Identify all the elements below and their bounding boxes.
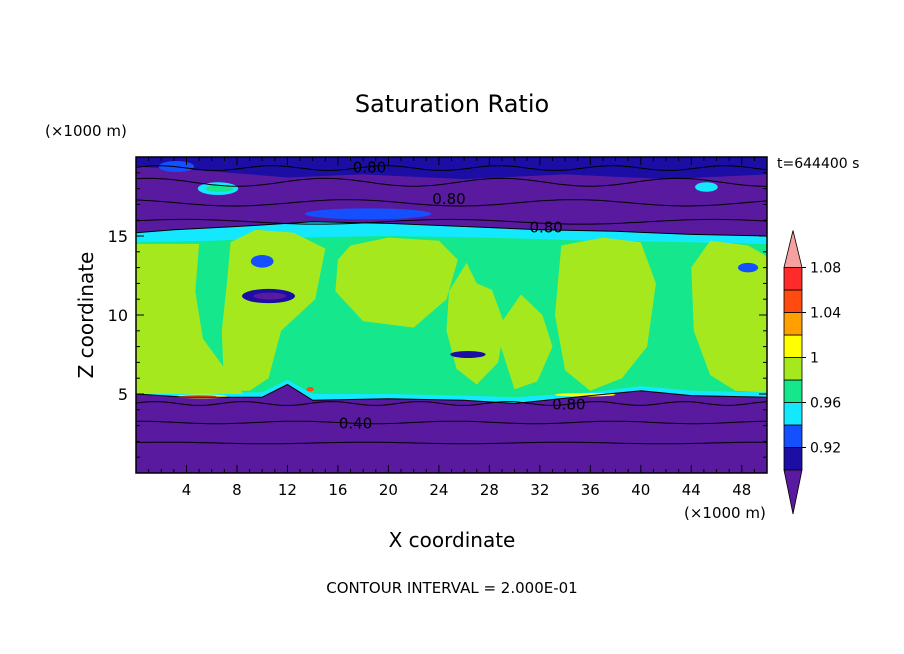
x-tick-label: 8: [232, 481, 242, 499]
contour-upper-1: [135, 165, 768, 171]
contour-label: 0.40: [339, 414, 372, 432]
dry-pocket-4: [450, 351, 486, 358]
dry-pocket-2: [250, 254, 274, 268]
colorbar-min-arrow: [783, 469, 803, 515]
colorbar-label: 0.96: [810, 396, 841, 412]
plume-7: [691, 240, 767, 393]
colorbar-box: [783, 267, 803, 291]
contour-upper-2: [135, 177, 767, 187]
colorbar-box: [783, 424, 803, 448]
y-axis-label: Z coordinate: [74, 252, 98, 379]
y-tick-label: 15: [108, 227, 128, 246]
contour-label: 0.80: [529, 219, 562, 237]
contour-lines: [135, 165, 768, 445]
surface-streak-3: [306, 387, 314, 392]
x-axis: 4 8 12 16 20 24 28 32 36 40 44 48: [148, 157, 755, 499]
x-tick-label: 16: [328, 481, 347, 499]
x-tick-label: 4: [182, 481, 192, 499]
plume-2: [221, 229, 326, 391]
time-label: t=644400 s: [777, 156, 859, 172]
contour-label: 0.80: [552, 395, 585, 413]
colorbar-label: 1.04: [810, 306, 841, 322]
x-axis-label: X coordinate: [389, 528, 516, 552]
colorbar-box: [783, 402, 803, 426]
colorbar-label: 1.08: [810, 261, 841, 277]
contour-lower-3: [135, 441, 767, 445]
colorbar-label: 0.92: [810, 441, 841, 457]
contour-labels: 0.80 0.80 0.80 0.80 0.40: [339, 158, 586, 432]
colorbar-box: [783, 334, 803, 358]
colorbar-box: [783, 447, 803, 471]
colorbar-label: 1: [810, 351, 819, 367]
plume-5: [495, 294, 553, 390]
x-tick-label: 44: [682, 481, 701, 499]
contour-label: 0.80: [353, 158, 386, 176]
contour-band-top: [135, 221, 768, 237]
surface-streak-2: [554, 393, 616, 397]
contour-label: 0.80: [432, 190, 465, 208]
y-tick-label: 5: [118, 385, 128, 404]
upper-blob-2: [695, 182, 718, 192]
colorbar-box: [783, 289, 803, 313]
y-unit-label: (×1000 m): [45, 122, 127, 140]
colorbar: 0.92 0.96 1 1.04 1.08: [783, 230, 841, 515]
colorbar-box: [783, 357, 803, 381]
contour-lower-2: [136, 420, 768, 425]
colorbar-box: [783, 379, 803, 403]
x-tick-label: 48: [732, 481, 751, 499]
top-dark-band: [136, 157, 767, 180]
plume-1: [136, 243, 244, 394]
dry-pocket-1-core: [253, 292, 287, 300]
y-axis: 5 10 15: [108, 172, 767, 458]
x-tick-label: 20: [379, 481, 398, 499]
upper-streak-2: [305, 208, 432, 220]
plume-3: [335, 237, 458, 328]
x-tick-label: 24: [429, 481, 448, 499]
dry-pocket-3: [737, 262, 759, 273]
x-tick-label: 32: [530, 481, 549, 499]
colorbar-box: [783, 312, 803, 336]
contour-lower-1: [135, 401, 768, 406]
x-tick-label: 12: [278, 481, 297, 499]
x-unit-label: (×1000 m): [684, 504, 766, 522]
x-tick-label: 40: [631, 481, 650, 499]
chart-title: Saturation Ratio: [355, 90, 549, 118]
colorbar-max-arrow: [783, 230, 803, 268]
contour-band-bottom: [135, 383, 768, 405]
y-tick-label: 10: [108, 306, 128, 325]
contour-upper-3: [135, 199, 768, 207]
contour-upper-4: [135, 218, 768, 225]
upper-blob-1-core: [205, 185, 234, 193]
footer-note: CONTOUR INTERVAL = 2.000E-01: [326, 579, 577, 597]
plume-6: [555, 237, 656, 391]
plot-area: [136, 157, 767, 473]
field: [136, 157, 767, 473]
x-tick-label: 36: [581, 481, 600, 499]
x-tick-label: 28: [480, 481, 499, 499]
